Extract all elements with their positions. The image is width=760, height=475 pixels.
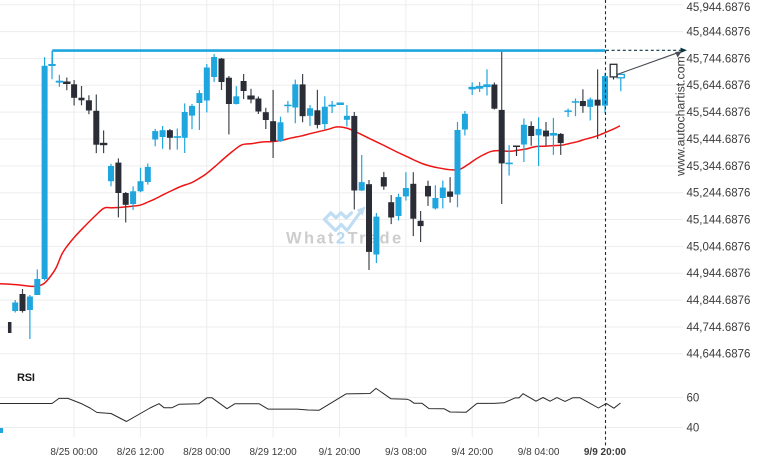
svg-text:45,444.6876: 45,444.6876 — [687, 134, 751, 146]
svg-text:www.autochartist.com: www.autochartist.com — [674, 56, 688, 177]
svg-text:44,744.6876: 44,744.6876 — [687, 322, 751, 334]
svg-text:8/29 12:00: 8/29 12:00 — [249, 447, 297, 458]
svg-text:45,844.6876: 45,844.6876 — [687, 27, 751, 39]
svg-text:9/9 20:00: 9/9 20:00 — [584, 447, 627, 458]
svg-text:45,644.6876: 45,644.6876 — [687, 80, 751, 92]
svg-text:9/4 20:00: 9/4 20:00 — [451, 447, 493, 458]
svg-text:9/3 08:00: 9/3 08:00 — [385, 447, 427, 458]
svg-text:45,244.6876: 45,244.6876 — [687, 188, 751, 200]
svg-text:What2Trade: What2Trade — [286, 230, 404, 248]
svg-text:45,044.6876: 45,044.6876 — [687, 241, 751, 253]
svg-text:RSI: RSI — [17, 372, 35, 384]
svg-text:45,144.6876: 45,144.6876 — [687, 215, 751, 227]
svg-text:45,944.6876: 45,944.6876 — [687, 2, 751, 14]
svg-text:45,744.6876: 45,744.6876 — [687, 53, 751, 65]
svg-text:45,344.6876: 45,344.6876 — [687, 161, 751, 173]
svg-text:8/28 00:00: 8/28 00:00 — [183, 447, 231, 458]
svg-text:9/1 20:00: 9/1 20:00 — [319, 447, 361, 458]
svg-text:9/8 04:00: 9/8 04:00 — [518, 447, 560, 458]
svg-text:60: 60 — [687, 393, 700, 405]
svg-text:8/26 12:00: 8/26 12:00 — [117, 447, 165, 458]
svg-text:44,644.6876: 44,644.6876 — [687, 349, 751, 361]
svg-text:40: 40 — [687, 423, 700, 435]
svg-text:44,844.6876: 44,844.6876 — [687, 295, 751, 307]
svg-text:44,944.6876: 44,944.6876 — [687, 268, 751, 280]
svg-text:8/25 00:00: 8/25 00:00 — [50, 447, 98, 458]
svg-text:45,544.6876: 45,544.6876 — [687, 107, 751, 119]
